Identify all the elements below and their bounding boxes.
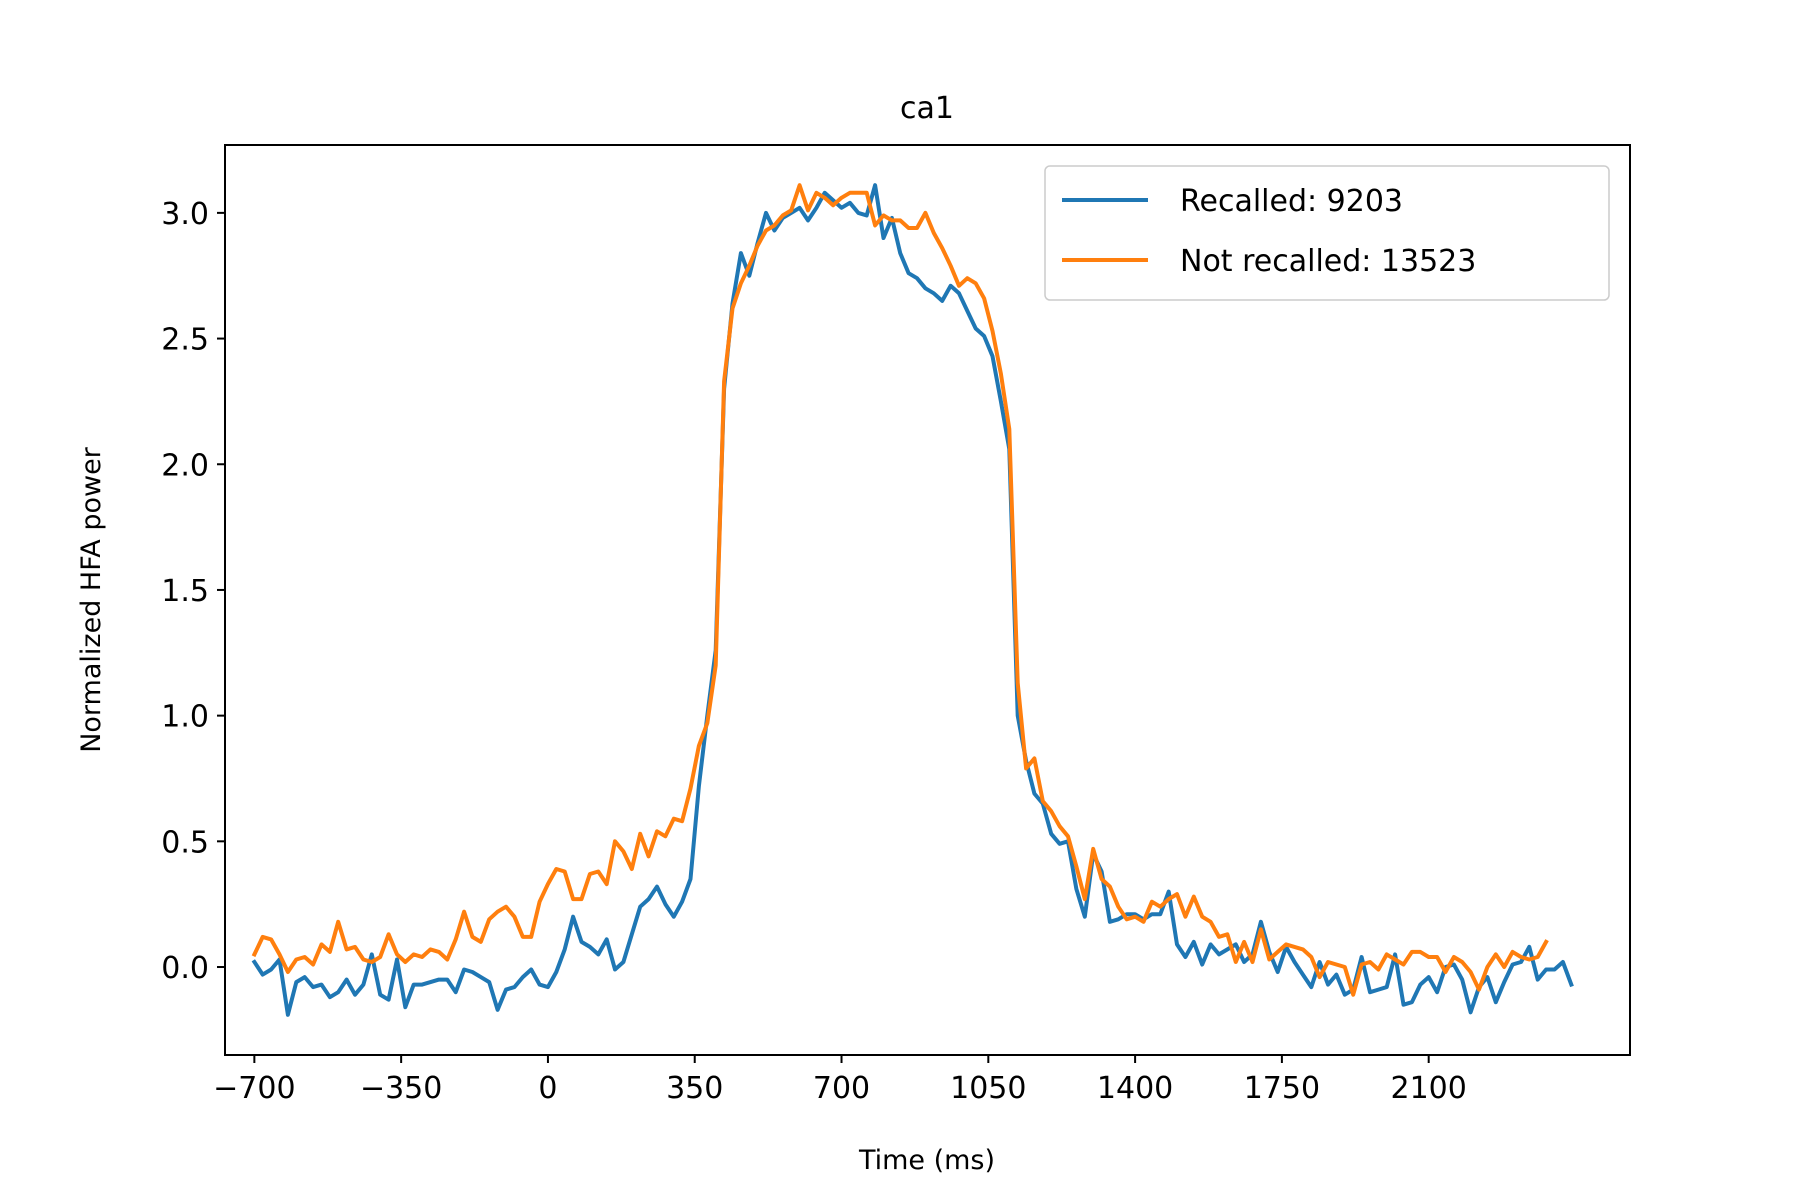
y-tick-label: 0.0 <box>161 951 209 986</box>
plot-frame <box>224 144 1631 1056</box>
x-tick-label: 1750 <box>1244 1071 1320 1106</box>
y-tick-label: 1.5 <box>161 574 209 609</box>
x-axis-label: Time (ms) <box>858 1145 995 1176</box>
y-tick-label: 3.0 <box>161 197 209 232</box>
x-tick-label: 1400 <box>1097 1071 1173 1106</box>
legend-label-recalled: Recalled: 9203 <box>1180 184 1403 219</box>
legend: Recalled: 9203 Not recalled: 13523 <box>1044 165 1610 301</box>
x-axis-ticks: −700 −350 0 350 700 1050 1400 1750 2100 <box>213 1055 1467 1106</box>
x-tick-label: 700 <box>813 1071 870 1106</box>
y-tick-label: 2.5 <box>161 323 209 358</box>
series-layer <box>251 183 1574 1017</box>
chart-title: ca1 <box>900 91 954 126</box>
x-tick-label: 350 <box>666 1071 723 1106</box>
x-tick-label: −700 <box>213 1071 295 1106</box>
y-axis-ticks: 0.0 0.5 1.0 1.5 2.0 2.5 3.0 <box>161 197 225 986</box>
y-tick-label: 2.0 <box>161 448 209 483</box>
y-tick-label: 0.5 <box>161 825 209 860</box>
legend-box <box>1044 165 1610 301</box>
series-line-not-recalled <box>251 183 1549 997</box>
y-axis-label: Normalized HFA power <box>76 446 107 752</box>
legend-label-not-recalled: Not recalled: 13523 <box>1180 244 1476 279</box>
x-tick-label: −350 <box>360 1071 442 1106</box>
y-tick-label: 1.0 <box>161 700 209 735</box>
x-tick-label: 0 <box>538 1071 557 1106</box>
x-tick-label: 1050 <box>950 1071 1026 1106</box>
x-tick-label: 2100 <box>1391 1071 1467 1106</box>
